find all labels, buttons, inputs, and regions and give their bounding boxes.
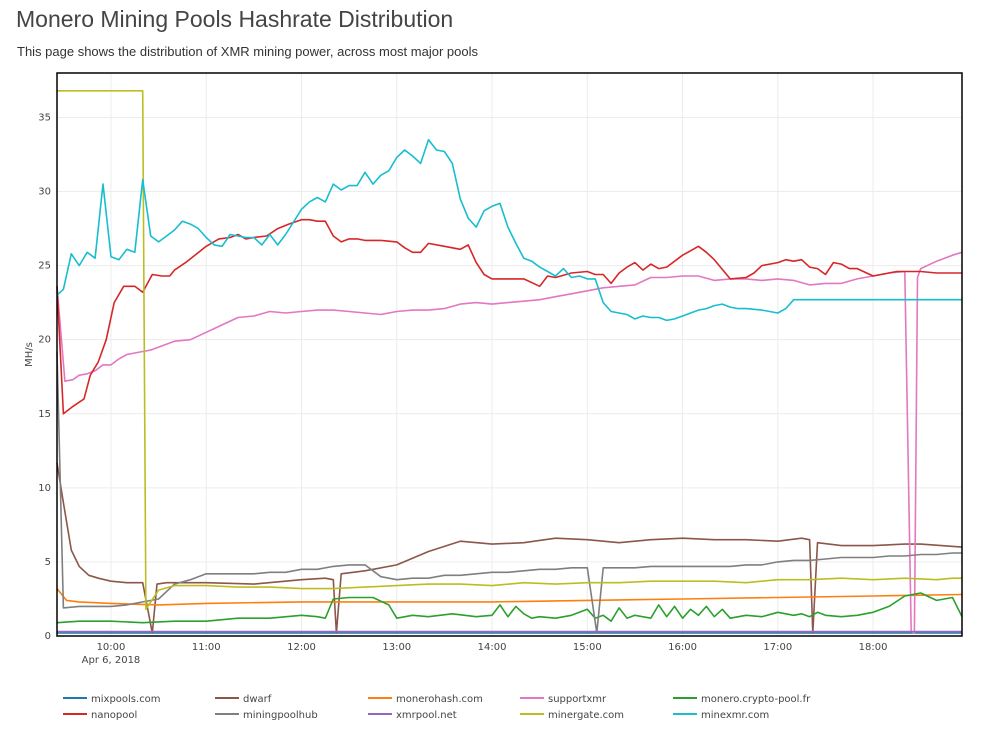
series-line-supportxmr[interactable] bbox=[56, 251, 963, 634]
series-line-nanopool[interactable] bbox=[56, 218, 962, 415]
x-tick-label: 16:00 bbox=[668, 642, 697, 653]
legend-label: nanopool bbox=[91, 710, 137, 721]
y-tick-label: 10 bbox=[38, 483, 51, 494]
legend-item[interactable]: nanopool bbox=[63, 710, 137, 721]
y-tick-label: 30 bbox=[38, 187, 51, 198]
legend-label: dwarf bbox=[243, 694, 272, 705]
series-line-minergate-com[interactable] bbox=[57, 90, 962, 611]
series-line-dwarf[interactable] bbox=[56, 462, 963, 634]
x-tick-label: 12:00 bbox=[287, 642, 316, 653]
y-tick-label: 0 bbox=[45, 631, 51, 642]
x-tick-label: 18:00 bbox=[859, 642, 888, 653]
legend-label: supportxmr bbox=[548, 694, 607, 705]
legend-label: minergate.com bbox=[548, 710, 624, 721]
grid bbox=[57, 73, 962, 637]
x-tick-label: 15:00 bbox=[573, 642, 602, 653]
x-axis-date-label: Apr 6, 2018 bbox=[82, 655, 141, 666]
legend-label: mixpools.com bbox=[91, 694, 161, 705]
legend-item[interactable]: miningpoolhub bbox=[215, 710, 318, 721]
legend-item[interactable]: mixpools.com bbox=[63, 694, 161, 705]
legend-label: monero.crypto-pool.fr bbox=[701, 694, 811, 705]
legend-item[interactable]: dwarf bbox=[215, 694, 272, 705]
series-line-monerohash-com[interactable] bbox=[56, 588, 963, 606]
legend-label: minexmr.com bbox=[701, 710, 769, 721]
x-tick-label: 13:00 bbox=[382, 642, 411, 653]
y-axis-title: MH/s bbox=[24, 342, 35, 367]
x-tick-label: 14:00 bbox=[478, 642, 507, 653]
series-line-miningpoolhub[interactable] bbox=[56, 351, 962, 634]
y-tick-label: 25 bbox=[38, 261, 51, 272]
series-line-monero-crypto-pool-fr[interactable] bbox=[56, 592, 963, 624]
legend[interactable]: mixpools.com dwarf monerohash.com supportxm… bbox=[63, 694, 811, 721]
legend-label: monerohash.com bbox=[396, 694, 483, 705]
series-lines[interactable] bbox=[56, 90, 963, 634]
legend-label: miningpoolhub bbox=[243, 710, 318, 721]
legend-item[interactable]: xmrpool.net bbox=[368, 710, 457, 721]
y-tick-label: 20 bbox=[38, 335, 51, 346]
legend-label: xmrpool.net bbox=[396, 710, 457, 721]
legend-item[interactable]: supportxmr bbox=[520, 694, 607, 705]
y-tick-label: 15 bbox=[38, 409, 51, 420]
page-title: Monero Mining Pools Hashrate Distributio… bbox=[16, 6, 454, 32]
x-tick-label: 17:00 bbox=[763, 642, 792, 653]
y-tick-label: 5 bbox=[45, 557, 51, 568]
page-subtitle: This page shows the distribution of XMR … bbox=[17, 44, 478, 59]
plot-frame bbox=[56, 72, 963, 637]
legend-item[interactable]: monero.crypto-pool.fr bbox=[673, 694, 811, 705]
x-tick-label: 10:00 bbox=[97, 642, 126, 653]
legend-item[interactable]: minergate.com bbox=[520, 710, 624, 721]
y-axis-ticks: 0 5 10 15 20 25 30 35 bbox=[38, 112, 51, 642]
legend-item[interactable]: minexmr.com bbox=[673, 710, 769, 721]
x-tick-label: 11:00 bbox=[192, 642, 221, 653]
x-axis-ticks: 10:00 11:00 12:00 13:00 14:00 15:00 16:00 17:00… bbox=[97, 642, 888, 653]
legend-item[interactable]: monerohash.com bbox=[368, 694, 483, 705]
series-line-minexmr-com[interactable] bbox=[56, 138, 962, 322]
y-tick-label: 35 bbox=[38, 112, 51, 123]
